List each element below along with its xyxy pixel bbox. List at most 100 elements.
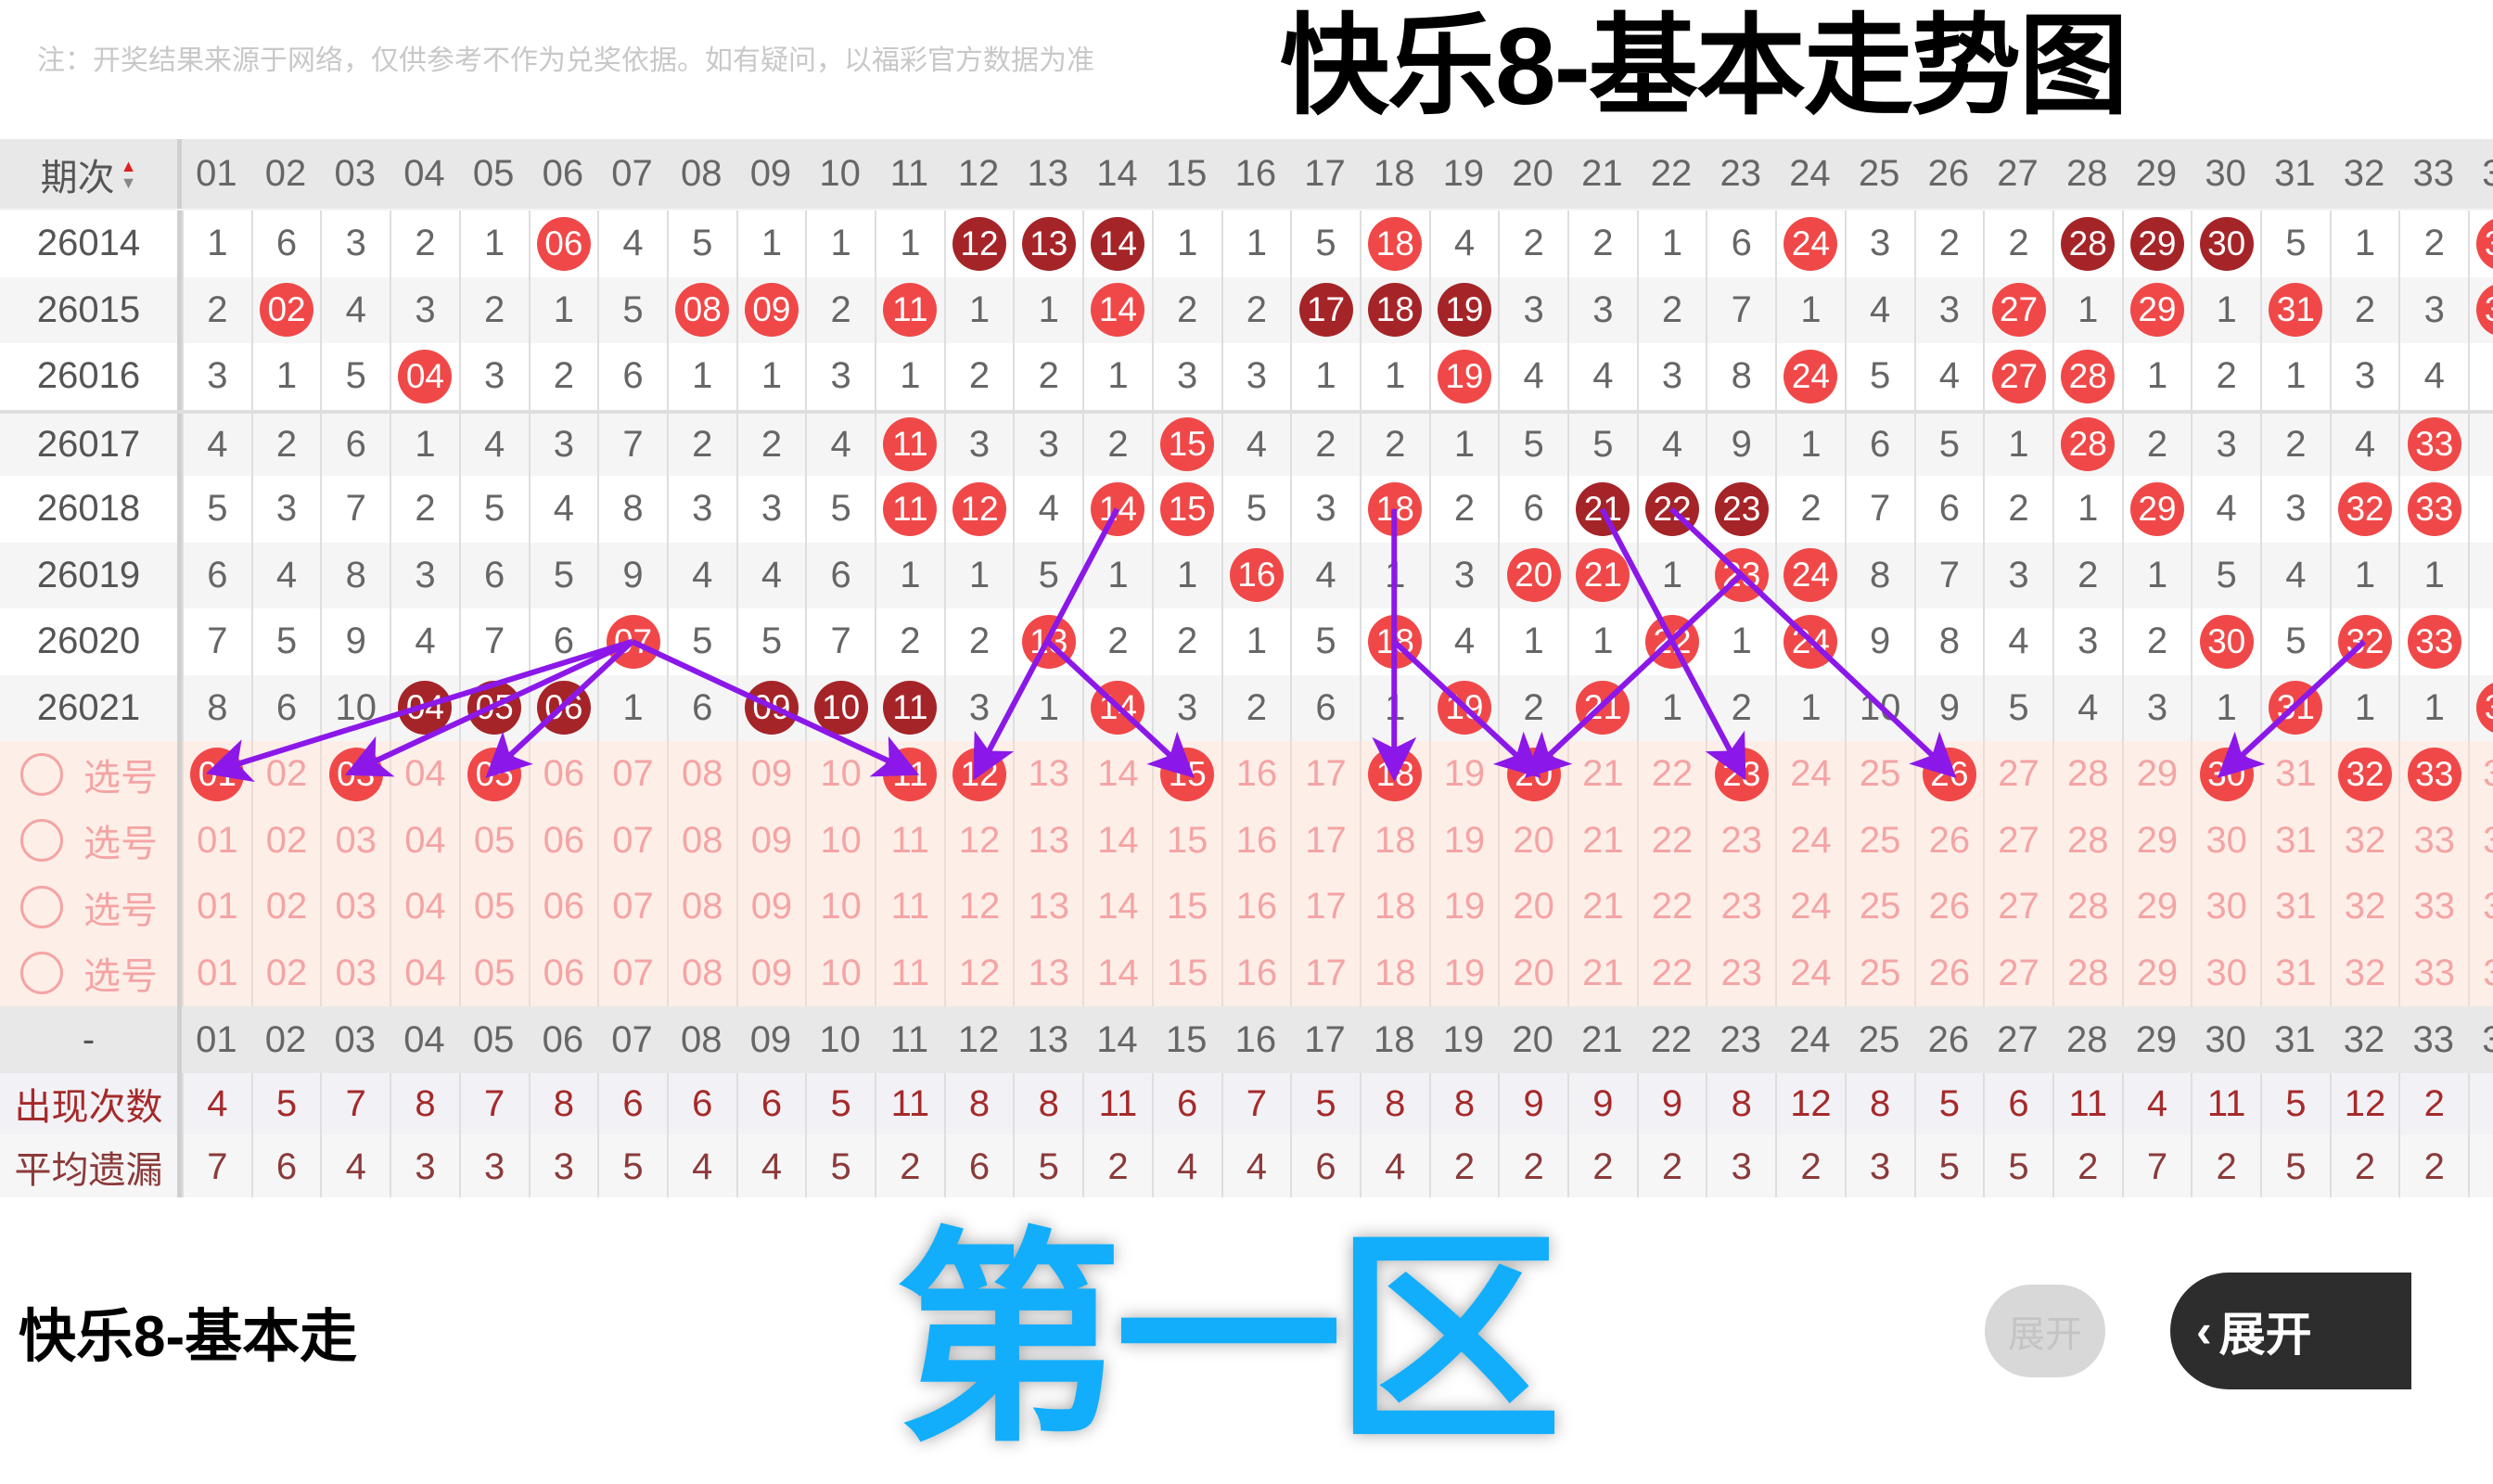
select-number[interactable]: 30 [2191,874,2260,940]
select-number[interactable]: 14 [1082,874,1152,940]
select-number[interactable]: 18 [1359,940,1429,1006]
select-number[interactable]: 09 [735,874,806,940]
select-number[interactable]: 20 [1498,874,1567,940]
select-number[interactable]: 15 [1151,874,1221,940]
select-row-label[interactable]: 选号 [0,940,182,1006]
select-number[interactable]: 10 [805,940,875,1006]
selected-ball[interactable]: 01 [190,747,245,801]
select-number[interactable]: 22 [1636,874,1707,940]
select-number[interactable]: 03 [320,874,390,940]
select-number[interactable]: 26 [1913,874,1984,940]
select-number[interactable]: 17 [1290,940,1360,1006]
radio-circle-icon[interactable] [20,752,63,796]
select-number[interactable]: 03 [320,940,390,1006]
select-number[interactable]: 32 [2329,741,2399,808]
selected-ball[interactable]: 18 [1368,747,1423,801]
select-number[interactable]: 19 [1428,741,1499,808]
select-number[interactable]: 19 [1428,807,1499,874]
select-number[interactable]: 10 [805,741,875,808]
select-number[interactable]: 08 [666,741,736,808]
select-number[interactable]: 28 [2052,807,2122,874]
select-number[interactable]: 12 [943,874,1014,940]
select-number[interactable]: 09 [735,741,806,808]
select-number[interactable]: 31 [2260,874,2330,940]
select-number[interactable]: 18 [1359,874,1429,940]
select-number[interactable]: 24 [1775,807,1845,874]
radio-circle-icon[interactable] [20,952,63,995]
select-number[interactable]: 16 [1221,874,1291,940]
select-number[interactable]: 19 [1428,874,1499,940]
select-number[interactable]: 06 [528,874,598,940]
select-number[interactable]: 34 [2468,807,2493,874]
select-number[interactable]: 12 [943,741,1014,808]
select-number[interactable]: 27 [1983,874,2052,940]
select-number[interactable]: 32 [2329,940,2399,1006]
select-number[interactable]: 30 [2191,940,2260,1006]
select-number[interactable]: 01 [182,741,251,808]
select-number[interactable]: 13 [1013,874,1082,940]
select-number[interactable]: 34 [2468,741,2493,808]
select-row-label[interactable]: 选号 [0,874,182,940]
select-number[interactable]: 06 [528,807,598,874]
select-number[interactable]: 05 [458,741,529,808]
select-number[interactable]: 26 [1913,807,1984,874]
select-number[interactable]: 20 [1498,741,1567,808]
select-number[interactable]: 29 [2121,874,2192,940]
select-number[interactable]: 23 [1706,940,1775,1006]
selected-ball[interactable]: 33 [2407,747,2461,801]
select-number[interactable]: 02 [250,741,321,808]
select-number[interactable]: 17 [1290,807,1360,874]
selected-ball[interactable]: 11 [883,747,938,801]
select-number[interactable]: 21 [1567,940,1637,1006]
select-number[interactable]: 23 [1706,874,1775,940]
select-number[interactable]: 31 [2260,807,2330,874]
selected-ball[interactable]: 12 [952,747,1007,801]
select-number[interactable]: 09 [735,940,806,1006]
select-number[interactable]: 15 [1151,807,1221,874]
select-number[interactable]: 28 [2052,741,2122,808]
selected-ball[interactable]: 05 [467,747,522,801]
select-number[interactable]: 05 [458,874,529,940]
select-number[interactable]: 01 [182,940,251,1006]
select-number[interactable]: 34 [2468,940,2493,1006]
select-number[interactable]: 14 [1082,807,1152,874]
sort-icon[interactable]: ▲ ▼ [121,158,137,191]
select-number[interactable]: 27 [1983,807,2052,874]
select-number[interactable]: 27 [1983,940,2052,1006]
select-number[interactable]: 26 [1913,940,1984,1006]
select-number[interactable]: 12 [943,940,1014,1006]
select-number[interactable]: 11 [875,874,944,940]
select-row-label[interactable]: 选号 [0,741,182,808]
select-number[interactable]: 06 [528,741,598,808]
select-number[interactable]: 17 [1290,741,1360,808]
select-number[interactable]: 01 [182,807,251,874]
select-number[interactable]: 03 [320,807,390,874]
select-number[interactable]: 02 [250,940,321,1006]
select-number[interactable]: 18 [1359,807,1429,874]
select-number[interactable]: 25 [1844,741,1914,808]
select-number[interactable]: 08 [666,807,736,874]
select-number[interactable]: 10 [805,874,875,940]
select-number[interactable]: 28 [2052,874,2122,940]
select-number[interactable]: 17 [1290,874,1360,940]
radio-circle-icon[interactable] [20,819,63,863]
select-number[interactable]: 24 [1775,874,1845,940]
selected-ball[interactable]: 32 [2338,747,2393,801]
select-number[interactable]: 04 [390,874,459,940]
select-number[interactable]: 21 [1567,741,1637,808]
select-number[interactable]: 14 [1082,741,1152,808]
select-number[interactable]: 15 [1151,741,1221,808]
select-number[interactable]: 11 [875,807,944,874]
select-number[interactable]: 19 [1428,940,1499,1006]
select-number[interactable]: 07 [597,940,667,1006]
select-number[interactable]: 25 [1844,807,1914,874]
select-number[interactable]: 03 [320,741,390,808]
select-number[interactable]: 22 [1636,741,1707,808]
select-number[interactable]: 16 [1221,940,1291,1006]
select-number[interactable]: 31 [2260,940,2330,1006]
selected-ball[interactable]: 15 [1160,747,1215,801]
select-number[interactable]: 29 [2121,940,2192,1006]
select-number[interactable]: 13 [1013,940,1082,1006]
select-number[interactable]: 33 [2398,940,2468,1006]
period-header[interactable]: 期次 ▲ ▼ [0,139,182,209]
